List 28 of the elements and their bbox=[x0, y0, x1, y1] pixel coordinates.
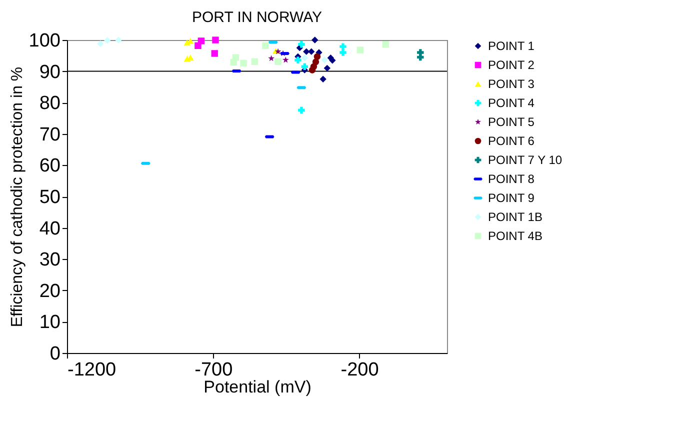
legend-label: POINT 1B bbox=[488, 210, 542, 224]
legend-label: POINT 3 bbox=[488, 77, 535, 91]
y-tick-label: 90 bbox=[39, 62, 60, 83]
y-tick-label: 100 bbox=[28, 30, 60, 52]
chart-title: PORT IN NORWAY bbox=[192, 9, 322, 26]
y-tick-label: 40 bbox=[39, 218, 60, 240]
y-tick-label: 60 bbox=[39, 156, 60, 177]
legend-label: POINT 2 bbox=[488, 58, 535, 72]
y-tick-label: 0 bbox=[50, 344, 60, 364]
y-axis-title: Efficiency of cathodic protection in % bbox=[8, 66, 26, 328]
legend-label: POINT 8 bbox=[488, 172, 535, 186]
x-tick-label: -200 bbox=[340, 360, 379, 380]
legend-label: POINT 5 bbox=[488, 115, 535, 129]
y-tick-label: 10 bbox=[39, 312, 60, 334]
legend-label: POINT 4 bbox=[488, 96, 535, 110]
y-tick-label: 20 bbox=[39, 280, 60, 302]
legend-label: POINT 9 bbox=[488, 191, 535, 205]
legend-label: POINT 4B bbox=[488, 229, 542, 243]
x-tick-label: -700 bbox=[194, 360, 233, 380]
y-tick-label: 80 bbox=[39, 93, 60, 114]
y-tick-label: 50 bbox=[39, 187, 60, 208]
x-tick-label: -1200 bbox=[68, 360, 116, 380]
x-axis-title: Potential (mV) bbox=[204, 378, 312, 396]
legend-label: POINT 1 bbox=[488, 39, 535, 53]
y-tick-label: 70 bbox=[39, 124, 60, 146]
legend-label: POINT 6 bbox=[488, 134, 535, 148]
legend-label: POINT 7 Y 10 bbox=[488, 153, 562, 167]
y-tick-label: 30 bbox=[39, 250, 60, 271]
